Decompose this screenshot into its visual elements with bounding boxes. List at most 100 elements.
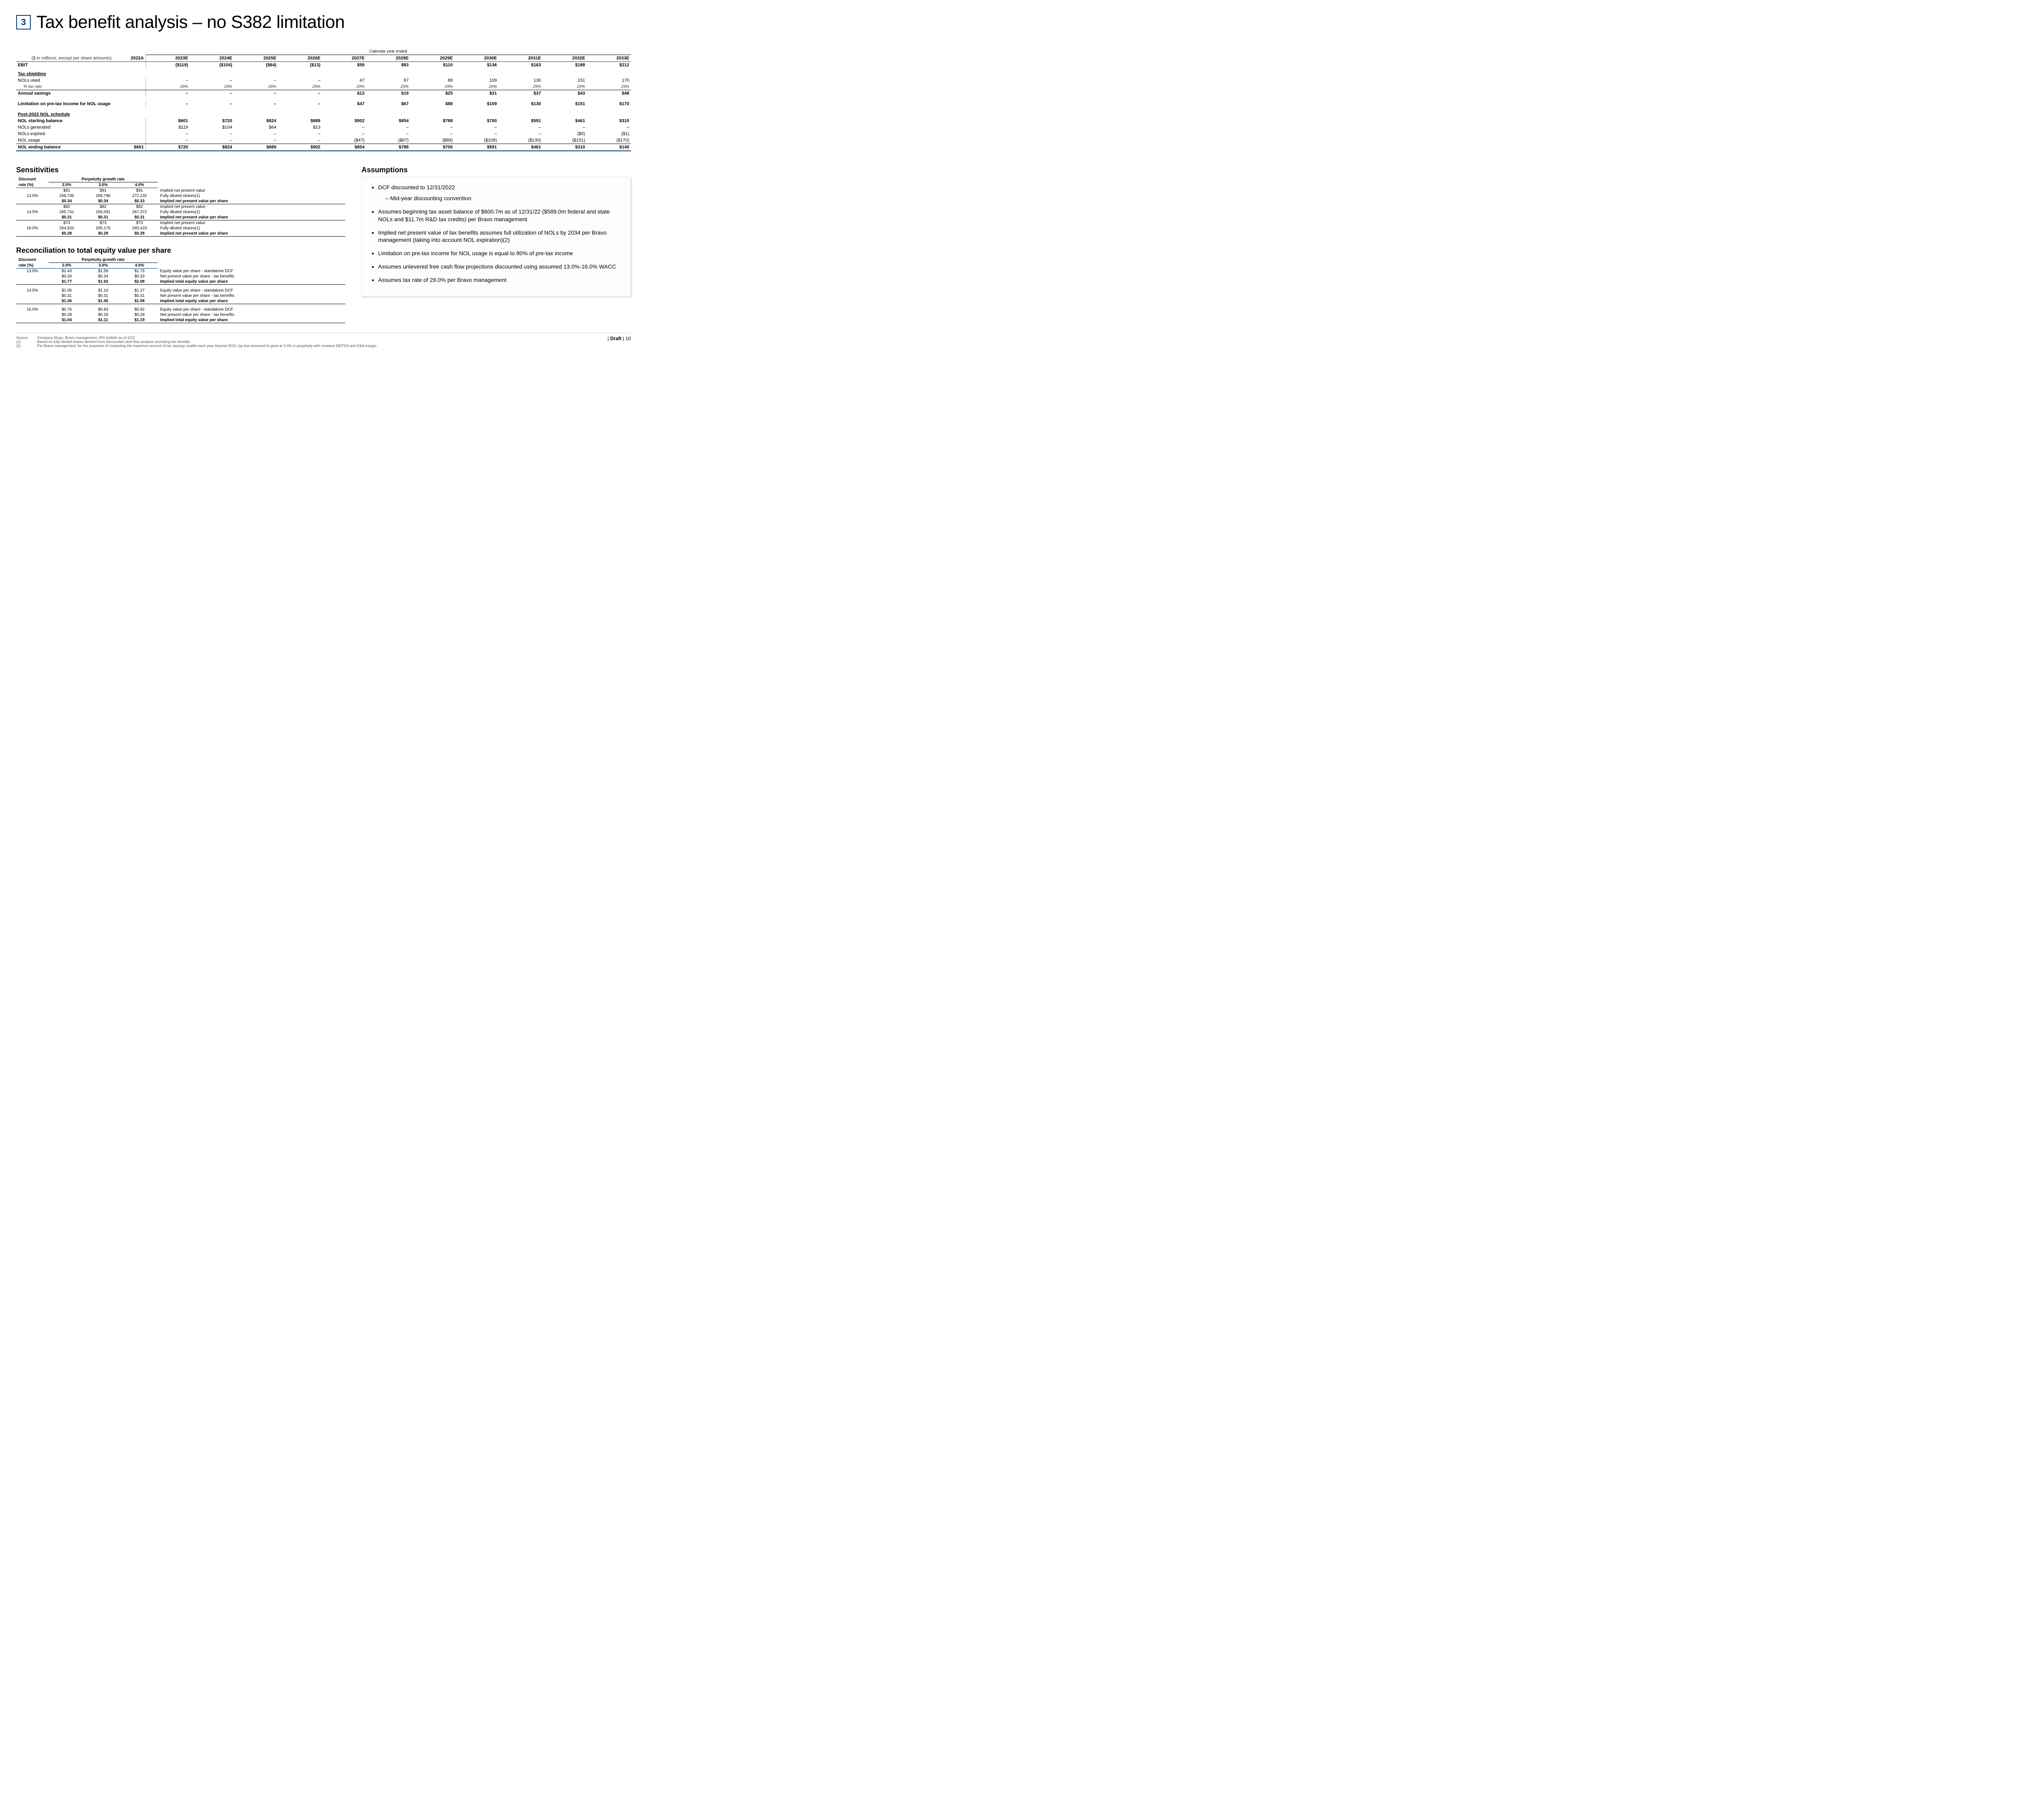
discount-rate-cell	[16, 279, 49, 285]
cell	[113, 77, 146, 84]
cell: 29%	[190, 84, 234, 90]
cell: ($67)	[366, 137, 410, 144]
nols-generated-row: NOLs generated$119$104$64$13–––––––	[16, 124, 631, 131]
value-cell: $0.28	[85, 231, 121, 237]
nols-expired-row: NOLs expired–––––––––($0)($1)	[16, 131, 631, 137]
value-cell: $0.76	[49, 307, 85, 312]
row-description: Net present value per share - tax benefi…	[158, 274, 345, 279]
cell: 170	[587, 77, 631, 84]
cell: $720	[146, 144, 190, 151]
cell: $902	[322, 118, 366, 124]
row-label: EBIT	[16, 62, 113, 69]
cell: –	[278, 90, 322, 97]
row-description: Fully diluted shares(1)	[158, 210, 345, 215]
row-description: Implied net present value per share	[158, 215, 345, 220]
year-col: 2031E	[499, 55, 543, 62]
cell: $824	[190, 144, 234, 151]
discount-rate-cell	[16, 293, 49, 298]
cell: $170	[587, 101, 631, 107]
cell: –	[499, 124, 543, 131]
footnote-1-text: Based on fully diluted shares derived fr…	[37, 340, 191, 344]
value-cell: $1.92	[85, 279, 121, 285]
cell: –	[190, 137, 234, 144]
value-cell: $1.75	[121, 269, 158, 274]
row-label: NOLs expired	[16, 131, 113, 137]
cell: $310	[587, 118, 631, 124]
nol-schedule-table: Calendar year ended ($ in millions, exce…	[16, 49, 631, 151]
cell: ($47)	[322, 137, 366, 144]
cell: $109	[455, 101, 499, 107]
cell: $136	[455, 62, 499, 69]
cell: –	[587, 124, 631, 131]
cell: $163	[499, 62, 543, 69]
value-cell: $0.34	[85, 274, 121, 279]
cell: 88	[410, 77, 454, 84]
discount-rate-cell	[16, 204, 49, 210]
value-cell: $1.16	[85, 288, 121, 293]
year-col: 2027E	[322, 55, 366, 62]
unit-note: ($ in millions, except per share amounts…	[16, 55, 113, 62]
section-label: Tax shielding	[18, 72, 46, 76]
cell	[113, 124, 146, 131]
year-col: 2024E	[190, 55, 234, 62]
cell: $37	[499, 90, 543, 97]
cell: ($88)	[410, 137, 454, 144]
cell: –	[234, 131, 278, 137]
cell: $591	[455, 144, 499, 151]
discount-rate-cell	[16, 312, 49, 317]
cell: $854	[366, 118, 410, 124]
tax-rate-row: % tax rate29%29%29%29%29%29%29%29%29%29%…	[16, 84, 631, 90]
cell: $140	[587, 144, 631, 151]
value-cell: $0.28	[49, 231, 85, 237]
cell: $788	[366, 144, 410, 151]
value-cell: 265,176	[85, 226, 121, 231]
footnote-2-text: Per Bravo management, for the purposes o…	[37, 344, 377, 348]
value-cell: $82	[121, 204, 158, 210]
cell: $47	[322, 101, 366, 107]
page-title: Tax benefit analysis – no S382 limitatio…	[36, 12, 345, 32]
value-cell: 266,091	[85, 210, 121, 215]
assumption-item: Assumes beginning tax asset balance of $…	[378, 208, 622, 223]
cell: –	[322, 124, 366, 131]
page-number: 10	[626, 336, 631, 341]
cell: $889	[234, 144, 278, 151]
cell: $130	[499, 101, 543, 107]
cell: –	[410, 131, 454, 137]
cell: $720	[190, 118, 234, 124]
row-label: NOLs generated	[16, 124, 113, 131]
perpetuity-span: Perpetuity growth rate	[49, 257, 158, 263]
cell: ($13)	[278, 62, 322, 69]
cell: $461	[499, 144, 543, 151]
value-cell: $0.28	[85, 312, 121, 317]
discount-rate-cell: 14.5%	[16, 288, 49, 293]
row-description: Implied net present value	[158, 220, 345, 226]
cell: –	[278, 131, 322, 137]
discount-rate-cell: 14.5%	[16, 210, 49, 215]
cell: $83	[366, 62, 410, 69]
value-cell: $0.31	[49, 215, 85, 220]
year-col: 2032E	[543, 55, 587, 62]
value-cell: $0.31	[49, 293, 85, 298]
cell: 29%	[410, 84, 454, 90]
row-description: Implied net present value per share	[158, 199, 345, 204]
cell: 29%	[366, 84, 410, 90]
cell: $902	[278, 144, 322, 151]
row-label: Limitation on pre-tax income for NOL usa…	[16, 101, 113, 107]
source-text: Company filings, Bravo management, IRS b…	[37, 336, 135, 340]
value-cell: 265,423	[121, 226, 158, 231]
value-cell: $0.31	[121, 293, 158, 298]
cell: $59	[322, 62, 366, 69]
sensitivities-table: Discount Perpetuity growth rate rate (%)…	[16, 177, 345, 237]
value-cell: 272,132	[121, 193, 158, 199]
year-col: 2023E	[146, 55, 190, 62]
cell: $25	[410, 90, 454, 97]
cell	[113, 131, 146, 137]
cell	[113, 101, 146, 107]
growth-col: 3.0%	[85, 263, 121, 269]
value-cell: 265,741	[49, 210, 85, 215]
row-description: Equity value per share - standalone DCF	[158, 269, 345, 274]
assumptions-heading: Assumptions	[362, 166, 631, 174]
footnote-2-label: (2)	[16, 344, 37, 348]
cell: $48	[587, 90, 631, 97]
year-col: 2028E	[366, 55, 410, 62]
